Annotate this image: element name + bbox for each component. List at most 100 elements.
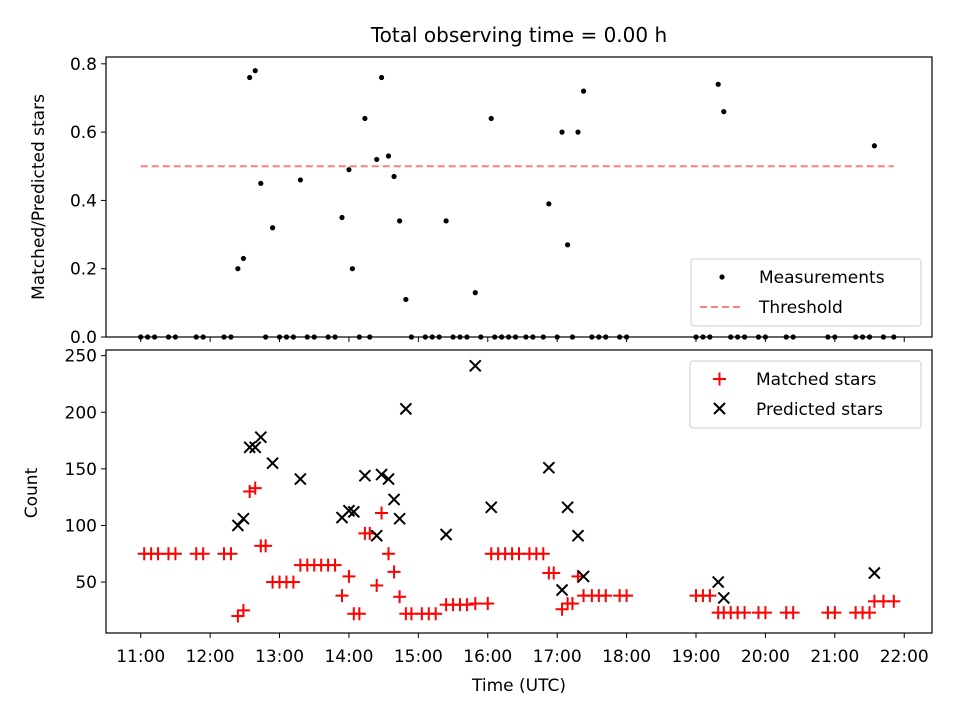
matched-star-point <box>393 590 407 604</box>
bottom-x-tick-label: 19:00 <box>672 647 721 667</box>
predicted-star-point <box>717 591 730 605</box>
bottom-x-tick-label: 13:00 <box>255 647 304 667</box>
matched-star-point <box>382 547 396 561</box>
matched-star-point <box>758 606 772 620</box>
matched-star-point <box>828 606 842 620</box>
measurement-point <box>488 115 494 122</box>
matched-star-point <box>387 565 401 579</box>
legend-predicted-label: Predicted stars <box>756 400 883 420</box>
matched-star-point <box>236 603 250 617</box>
measurement-point <box>378 74 385 81</box>
bottom-y-tick-label: 150 <box>65 460 97 480</box>
matched-star-point <box>328 558 342 572</box>
measurement-point <box>339 214 345 221</box>
bottom-x-tick-label: 11:00 <box>116 647 165 667</box>
matched-star-point <box>887 594 901 608</box>
matched-star-point <box>286 575 300 589</box>
bottom-x-axis-label: Time (UTC) <box>471 676 566 696</box>
matched-star-point <box>555 602 569 616</box>
bottom-panel: Count Time (UTC) 50 100 150 200 250 11:00 12:… <box>22 347 933 696</box>
measurement-point <box>871 143 877 149</box>
measurement-point <box>269 225 276 231</box>
predicted-star-point <box>561 501 574 514</box>
measurement-point <box>715 81 721 87</box>
bottom-y-tick-label: 50 <box>75 573 97 593</box>
matched-star-point <box>429 607 443 621</box>
bottom-x-tick-label: 17:00 <box>533 647 582 667</box>
bottom-y-tick-label: 100 <box>65 516 97 536</box>
bottom-y-ticks: 50 100 150 200 250 <box>65 347 106 593</box>
predicted-star-point <box>868 566 881 580</box>
bottom-plot-area <box>137 359 901 623</box>
predicted-star-point <box>439 528 453 541</box>
top-panel: Total observing time = 0.00 h Matched/Pr… <box>29 23 933 348</box>
matched-star-point <box>547 566 561 580</box>
predicted-star-point <box>294 472 307 486</box>
top-y-tick-label: 0.2 <box>70 260 97 280</box>
measurement-point <box>258 180 264 186</box>
legend-measurements-marker <box>719 274 725 280</box>
legend-measurements-label: Measurements <box>759 268 885 288</box>
matched-star-point <box>481 597 495 611</box>
predicted-star-point <box>243 441 256 454</box>
matched-star-point <box>460 598 474 612</box>
matched-star-point <box>786 606 800 620</box>
predicted-star-point <box>382 472 395 486</box>
matched-star-point <box>248 481 262 495</box>
bottom-y-tick-label: 200 <box>65 403 97 423</box>
measurement-point <box>235 266 241 272</box>
chart-title: Total observing time = 0.00 h <box>370 23 667 47</box>
matched-star-point <box>375 506 389 520</box>
matched-star-point <box>168 547 182 561</box>
measurement-point <box>240 255 247 262</box>
measurement-point <box>346 167 352 173</box>
measurement-point <box>472 290 478 296</box>
predicted-star-point <box>485 501 498 514</box>
predicted-star-point <box>237 512 250 525</box>
bottom-x-tick-label: 18:00 <box>602 647 651 667</box>
measurement-point <box>721 109 727 115</box>
matched-star-point <box>196 547 210 561</box>
top-legend: Measurements Threshold <box>690 258 922 327</box>
measurement-point <box>564 242 571 248</box>
top-y-ticks: 0.0 0.2 0.4 0.6 0.8 <box>70 55 106 348</box>
top-x-ticks <box>140 337 905 342</box>
bottom-x-tick-label: 20:00 <box>741 647 790 667</box>
matched-star-point <box>370 578 384 592</box>
legend-threshold-label: Threshold <box>758 298 843 318</box>
predicted-star-point <box>542 461 556 474</box>
top-y-axis-label: Matched/Predicted stars <box>29 94 49 300</box>
legend-matched-marker <box>713 372 726 386</box>
measurement-point <box>247 74 253 81</box>
matched-star-point <box>468 597 482 611</box>
measurement-point <box>546 201 552 207</box>
bottom-legend: Matched stars Predicted stars <box>689 360 922 429</box>
measurement-point <box>349 266 356 272</box>
predicted-star-point <box>577 570 590 583</box>
legend-matched-label: Matched stars <box>756 370 876 390</box>
matched-star-point <box>599 589 613 603</box>
measurement-point <box>252 68 258 74</box>
measurement-point <box>443 218 449 224</box>
bottom-x-tick-label: 15:00 <box>394 647 443 667</box>
measurement-point <box>362 115 368 122</box>
matched-star-point <box>259 539 273 553</box>
matched-star-point <box>565 597 579 611</box>
bottom-x-tick-label: 22:00 <box>880 647 929 667</box>
measurement-point <box>374 156 380 163</box>
bottom-x-tick-label: 21:00 <box>810 647 859 667</box>
top-y-tick-label: 0.8 <box>70 55 97 75</box>
measurement-point <box>385 153 392 159</box>
top-y-tick-label: 0.4 <box>70 191 97 211</box>
predicted-star-point <box>370 529 383 542</box>
bottom-x-tick-label: 14:00 <box>324 647 373 667</box>
predicted-star-point <box>399 402 413 416</box>
predicted-star-point <box>358 469 372 482</box>
top-axes-frame <box>105 56 933 338</box>
top-y-tick-label: 0.6 <box>70 123 97 143</box>
top-y-tick-label: 0.0 <box>70 328 97 348</box>
measurement-point <box>391 173 397 180</box>
bottom-x-tick-label: 16:00 <box>463 647 512 667</box>
bottom-y-axis-label: Count <box>22 467 42 518</box>
